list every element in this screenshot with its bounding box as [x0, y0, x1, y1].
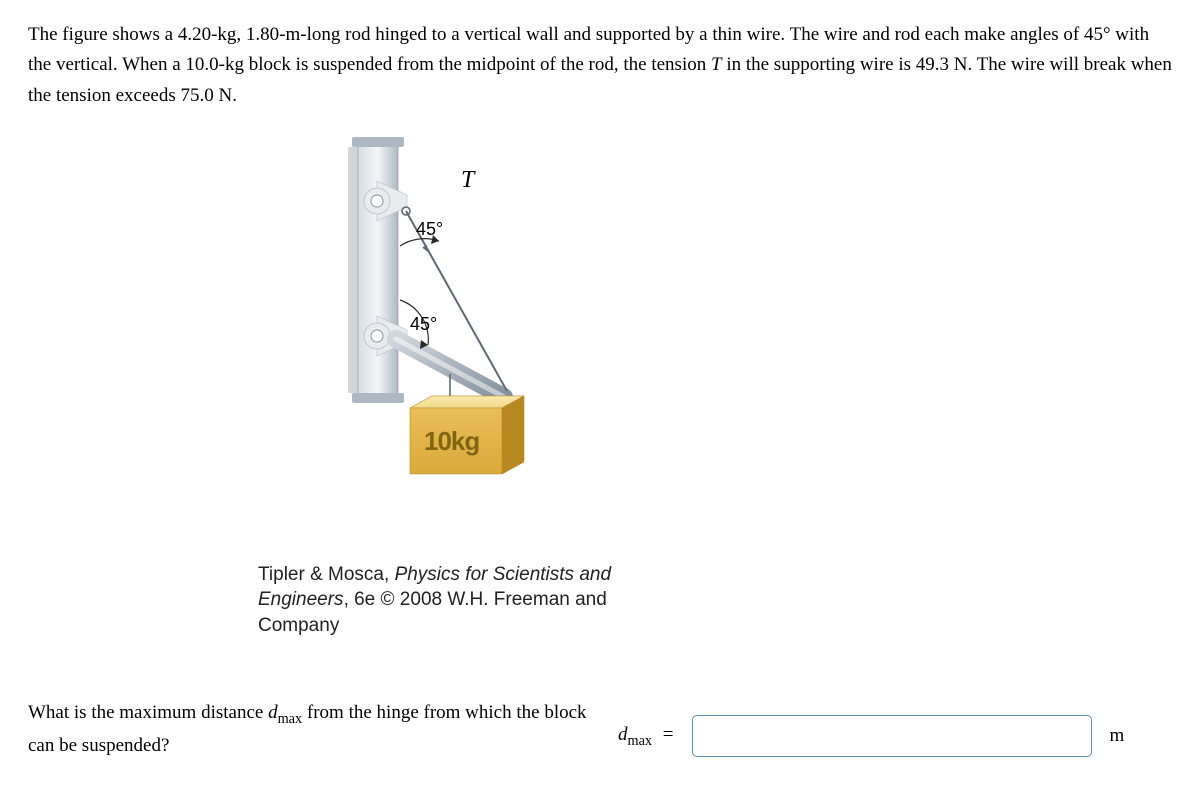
problem-statement: The figure shows a 4.20-kg, 1.80-m-long …	[28, 20, 1172, 111]
question-row: What is the maximum distance dmax from t…	[28, 698, 1172, 761]
q-symbol: d	[268, 702, 278, 723]
caption-prefix: Tipler & Mosca,	[258, 564, 395, 585]
answer-unit: m	[1110, 721, 1125, 751]
answer-sub: max	[628, 733, 653, 749]
q-subscript: max	[278, 711, 303, 727]
physics-diagram: T 45° 45° 10kg	[228, 131, 608, 541]
question-text: What is the maximum distance dmax from t…	[28, 698, 588, 761]
svg-text:T: T	[461, 167, 476, 193]
answer-area: dmax = m	[618, 715, 1124, 761]
tension-symbol: T	[711, 54, 722, 75]
answer-label: dmax =	[618, 720, 674, 753]
q-prefix: What is the maximum distance	[28, 702, 268, 723]
figure-caption: Tipler & Mosca, Physics for Scientists a…	[258, 562, 678, 639]
svg-text:10kg: 10kg	[424, 426, 479, 456]
answer-input[interactable]	[692, 715, 1092, 757]
figure-container: T 45° 45° 10kg Tipler & Mosca, Physics for …	[228, 131, 1172, 638]
equals-sign: =	[663, 724, 674, 745]
answer-symbol: d	[618, 724, 628, 745]
svg-text:45°: 45°	[416, 219, 443, 239]
svg-text:45°: 45°	[410, 314, 437, 334]
